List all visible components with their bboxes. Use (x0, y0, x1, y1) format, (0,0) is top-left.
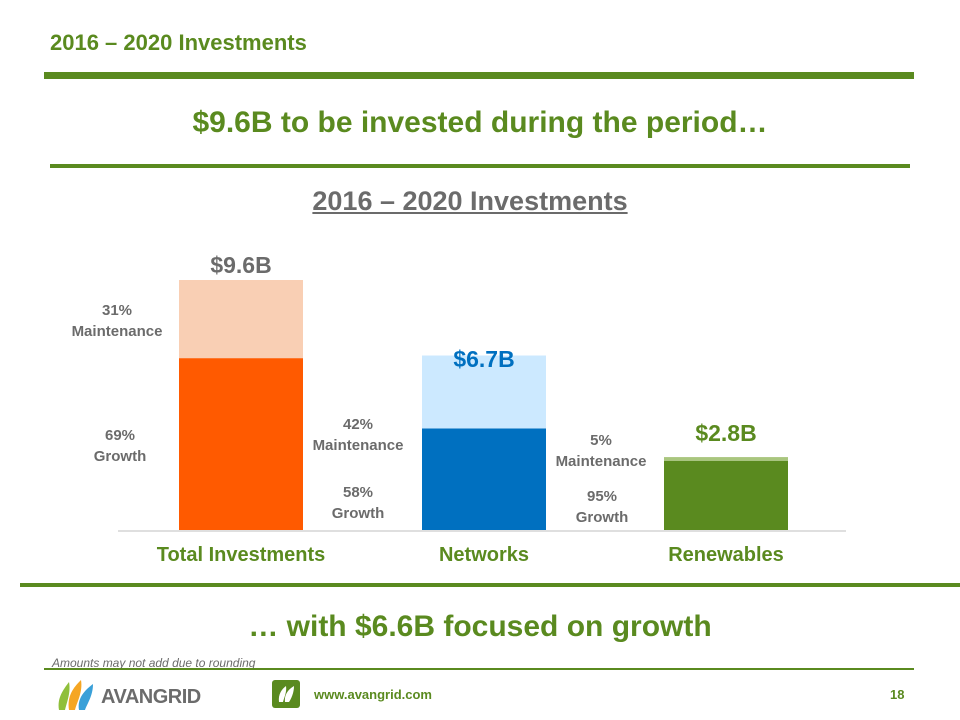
footnote: Amounts may not add due to rounding (52, 656, 256, 670)
avangrid-logo: AVANGRID (55, 676, 201, 714)
chart-title: 2016 – 2020 Investments (312, 186, 628, 216)
headline-divider (50, 164, 910, 168)
total-label-total-investments: $9.6B (210, 252, 272, 278)
bar-growth-total-investments (179, 358, 303, 530)
total-label-renewables: $2.8B (695, 420, 757, 446)
logo-wordmark: AVANGRID (101, 686, 201, 708)
growth-label-total: 69% Growth (93, 427, 147, 465)
maintenance-label-networks: 42% Maintenance (312, 416, 404, 454)
bar-growth-networks (422, 428, 546, 530)
subheadline: … with $6.6B focused on growth (248, 610, 712, 643)
category-label-renewables: Renewables (668, 544, 784, 566)
growth-label-renewables: 95% Growth (575, 488, 629, 526)
maintenance-label-total: 31% Maintenance (71, 302, 163, 340)
bar-maintenance-total-investments (179, 280, 303, 359)
category-label-networks: Networks (438, 544, 530, 566)
slide-title: 2016 – 2020 Investments (50, 30, 307, 55)
maintenance-label-renewables: 5% Maintenance (555, 432, 647, 470)
chart-divider (20, 583, 960, 587)
headline: $9.6B to be invested during the period… (192, 106, 768, 139)
title-divider (44, 72, 914, 79)
leaf-icon (272, 680, 300, 708)
total-label-networks: $6.7B (453, 346, 515, 372)
page-number: 18 (890, 687, 905, 702)
footer-divider (44, 668, 914, 670)
flame-leaf-icon (58, 680, 93, 710)
website-link[interactable]: www.avangrid.com (314, 687, 432, 702)
bar-maintenance-renewables (664, 457, 788, 461)
growth-label-networks: 58% Growth (331, 484, 385, 522)
bar-maintenance-networks (422, 355, 546, 429)
category-label-total-investments: Total Investments (156, 544, 326, 566)
bar-growth-renewables (664, 460, 788, 530)
